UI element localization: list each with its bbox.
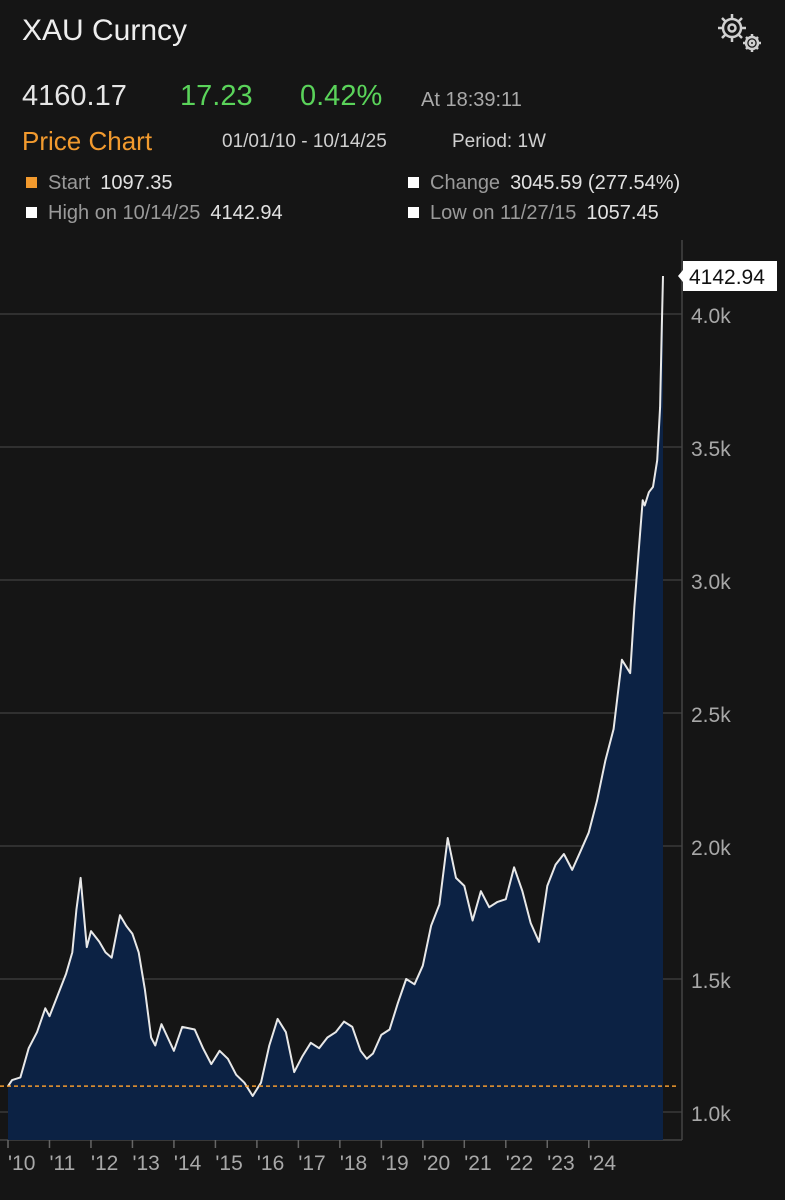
x-tick-label: '21 <box>464 1152 491 1175</box>
net-change: 17.23 <box>180 80 253 112</box>
stat-change: Change 3045.59 (277.54%) <box>408 172 680 195</box>
x-tick-label: '24 <box>589 1152 617 1175</box>
low-value: 1057.45 <box>586 202 659 224</box>
y-tick-label: 2.0k <box>691 837 731 860</box>
quote-row: 4160.17 17.23 0.42% At 18:39:11 <box>22 80 522 113</box>
y-tick-label: 1.0k <box>691 1103 731 1126</box>
x-tick-label: '18 <box>340 1152 367 1175</box>
stat-low: Low on 11/27/15 1057.45 <box>408 202 659 225</box>
last-price-tag <box>678 260 777 291</box>
percent-change: 0.42% <box>300 80 383 112</box>
x-tick-label: '15 <box>215 1152 242 1175</box>
y-tick-label: 4.0k <box>691 305 731 328</box>
high-value: 4142.94 <box>210 202 283 224</box>
change-label: Change <box>430 172 501 194</box>
x-tick-label: '10 <box>8 1152 35 1175</box>
y-tick-label: 2.5k <box>691 704 731 727</box>
low-label: Low on 11/27/15 <box>430 202 577 224</box>
period-selector[interactable]: Period: 1W <box>452 131 546 152</box>
x-tick-label: '16 <box>257 1152 284 1175</box>
change-legend-swatch <box>408 177 419 188</box>
x-tick-label: '19 <box>381 1152 408 1175</box>
high-label: High on 10/14/25 <box>48 202 201 224</box>
chart-title[interactable]: Price Chart <box>22 126 153 156</box>
y-tick-label: 1.5k <box>691 970 731 993</box>
change-value: 3045.59 (277.54%) <box>510 172 681 194</box>
x-tick-label: '22 <box>506 1152 533 1175</box>
last-price: 4160.17 <box>22 80 127 112</box>
y-tick-label: 3.0k <box>691 571 731 594</box>
settings-gear-icon[interactable] <box>712 10 768 56</box>
x-tick-label: '14 <box>174 1152 202 1175</box>
ticker-title: XAU Curncy <box>22 14 188 47</box>
price-area-fill <box>8 276 663 1140</box>
low-legend-swatch <box>408 207 419 218</box>
x-tick-label: '20 <box>423 1152 450 1175</box>
price-line <box>7 275 664 1097</box>
x-tick-label: '17 <box>298 1152 325 1175</box>
x-tick-label: '13 <box>132 1152 159 1175</box>
x-tick-label: '23 <box>547 1152 574 1175</box>
start-legend-swatch <box>26 177 37 188</box>
last-price-tag-label: 4142.94 <box>689 266 765 289</box>
start-label: Start <box>48 172 91 194</box>
y-tick-label: 3.5k <box>691 438 731 461</box>
quote-time: At 18:39:11 <box>421 89 522 111</box>
x-tick-label: '12 <box>91 1152 118 1175</box>
start-value: 1097.35 <box>100 172 173 194</box>
x-tick-label: '11 <box>49 1152 75 1175</box>
date-range[interactable]: 01/01/10 - 10/14/25 <box>222 131 387 152</box>
high-legend-swatch <box>26 207 37 218</box>
stat-high: High on 10/14/25 4142.94 <box>26 202 283 225</box>
chart-header: Price Chart 01/01/10 - 10/14/25 Period: … <box>22 126 762 156</box>
stat-start: Start 1097.35 <box>26 172 173 195</box>
